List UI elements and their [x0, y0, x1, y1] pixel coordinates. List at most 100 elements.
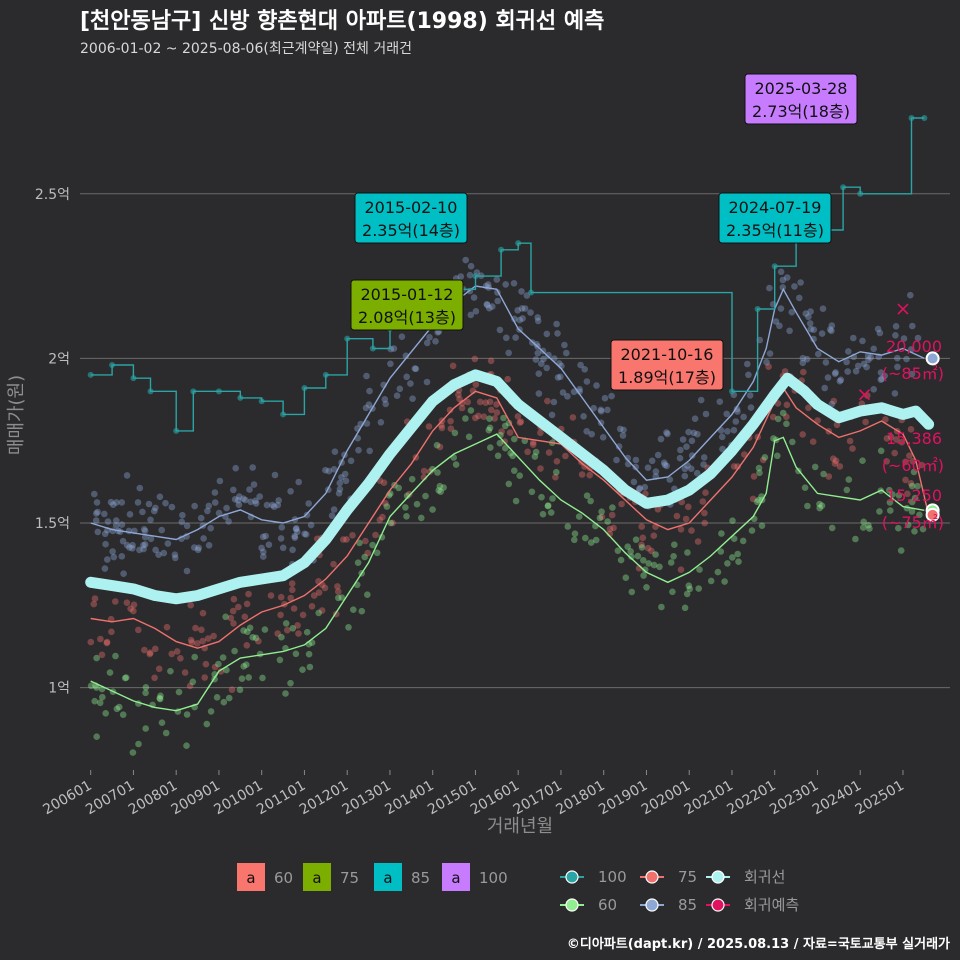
- scatter-point-75: [155, 665, 163, 673]
- scatter-point-85: [258, 544, 265, 552]
- scatter-point-85: [366, 387, 373, 395]
- x-tick-label: 202501: [853, 778, 907, 819]
- scatter-point-75: [475, 412, 482, 420]
- scatter-point-60: [129, 749, 137, 756]
- scatter-point-60: [818, 502, 826, 510]
- scatter-point-85: [347, 457, 355, 465]
- scatter-point-75: [799, 431, 806, 438]
- legend-glyph: a: [246, 869, 255, 887]
- scatter-point-85: [434, 329, 442, 336]
- scatter-point-85: [514, 307, 521, 314]
- x-axis-title: 거래년월: [487, 816, 553, 837]
- scatter-point-75: [380, 479, 388, 487]
- scatter-point-85: [152, 546, 159, 554]
- scatter-point-75: [898, 438, 906, 446]
- scatter-point-75: [598, 513, 606, 521]
- scatter-point-85: [223, 504, 230, 512]
- scatter-point-85: [900, 335, 908, 342]
- scatter-point-75: [702, 489, 709, 497]
- scatter-point-75: [514, 413, 522, 420]
- scatter-point-75: [98, 651, 106, 659]
- scatter-point-85: [409, 395, 416, 403]
- scatter-point-60: [859, 457, 866, 465]
- scatter-point-75: [673, 512, 681, 520]
- scatter-point-85: [810, 326, 818, 334]
- scatter-point-85: [850, 334, 857, 342]
- scatter-point-60: [734, 550, 741, 558]
- scatter-point-75: [524, 448, 531, 456]
- scatter-point-75: [288, 580, 296, 587]
- scatter-point-60: [162, 729, 170, 737]
- scatter-point-75: [644, 544, 652, 552]
- scatter-point-60: [122, 674, 130, 681]
- scatter-point-85: [690, 429, 698, 437]
- scatter-point-60: [547, 509, 555, 516]
- scatter-point-60: [816, 504, 823, 512]
- scatter-point-75: [883, 435, 891, 442]
- scatter-point-60: [429, 465, 436, 473]
- scatter-point-75: [211, 663, 219, 671]
- scatter-point-85: [807, 325, 815, 333]
- scatter-point-85: [616, 425, 624, 433]
- scatter-point-75: [750, 473, 758, 480]
- scatter-point-85: [230, 486, 237, 494]
- scatter-point-75: [227, 614, 235, 622]
- annotation-date: 2021-10-16: [621, 345, 714, 364]
- scatter-point-85: [527, 309, 534, 316]
- scatter-point-85: [799, 359, 807, 367]
- scatter-point-85: [535, 370, 543, 378]
- scatter-point-85: [207, 524, 214, 532]
- scatter-point-60: [299, 666, 306, 673]
- scatter-point-75: [168, 650, 175, 658]
- scatter-point-85: [291, 534, 299, 541]
- scatter-point-85: [191, 502, 198, 510]
- scatter-point-60: [243, 661, 250, 668]
- scatter-point-85: [301, 530, 308, 538]
- scatter-point-75: [516, 419, 524, 426]
- scatter-point-60: [408, 475, 416, 483]
- scatter-point-85: [293, 525, 300, 532]
- scatter-point-75: [814, 417, 821, 424]
- scatter-point-85: [534, 317, 542, 325]
- annotation-box: [744, 73, 858, 125]
- scatter-point-85: [685, 428, 692, 436]
- scatter-point-85: [278, 524, 286, 531]
- scatter-point-85: [262, 532, 270, 540]
- scatter-point-85: [831, 370, 839, 378]
- scatter-point-85: [260, 553, 267, 560]
- scatter-point-60: [249, 634, 256, 641]
- scatter-point-60: [684, 549, 691, 556]
- legend-label: 75: [340, 869, 359, 887]
- scatter-point-85: [341, 470, 349, 478]
- scatter-point-85: [570, 388, 578, 396]
- scatter-point-85: [488, 303, 496, 310]
- scatter-point-85: [766, 284, 773, 292]
- scatter-point-60: [292, 650, 300, 658]
- scatter-point-60: [429, 506, 436, 513]
- y-axis-title: 매매가(원): [6, 375, 27, 455]
- scatter-point-85: [155, 551, 162, 558]
- scatter-point-60: [467, 407, 475, 414]
- scatter-point-60: [99, 693, 106, 701]
- scatter-point-75: [783, 413, 790, 421]
- scatter-point-85: [733, 405, 741, 413]
- scatter-point-85: [608, 392, 615, 400]
- scatter-point-60: [287, 679, 294, 687]
- scatter-point-75: [458, 399, 466, 407]
- scatter-point-85: [745, 371, 752, 379]
- scatter-point-75: [586, 471, 593, 479]
- annotation-value: 2.73억(18층): [752, 102, 850, 121]
- scatter-point-60: [142, 684, 150, 691]
- scatter-point-85: [195, 544, 202, 552]
- scatter-point-60: [707, 577, 715, 585]
- scatter-point-60: [683, 590, 691, 598]
- scatter-point-60: [500, 414, 507, 422]
- scatter-point-85: [94, 528, 102, 536]
- scatter-point-60: [91, 697, 98, 705]
- scatter-point-60: [887, 507, 894, 514]
- scatter-point-85: [390, 345, 398, 352]
- scatter-point-85: [892, 332, 899, 339]
- scatter-point-60: [587, 539, 595, 546]
- scatter-point-85: [382, 400, 390, 408]
- scatter-point-60: [801, 484, 809, 492]
